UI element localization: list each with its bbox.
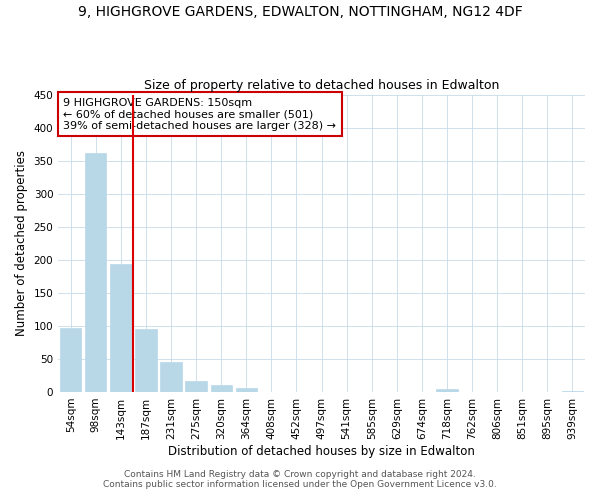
Bar (160, 362, 182, 392)
Bar (185, 382, 207, 392)
Text: 9 HIGHGROVE GARDENS: 150sqm
← 60% of detached houses are smaller (501)
39% of se: 9 HIGHGROVE GARDENS: 150sqm ← 60% of det… (64, 98, 337, 130)
Bar (236, 388, 257, 392)
Bar (60, 328, 82, 392)
Bar (562, 390, 583, 392)
X-axis label: Distribution of detached houses by size in Edwalton: Distribution of detached houses by size … (168, 444, 475, 458)
Bar (110, 264, 131, 392)
Bar (136, 329, 157, 392)
Y-axis label: Number of detached properties: Number of detached properties (15, 150, 28, 336)
Text: 9, HIGHGROVE GARDENS, EDWALTON, NOTTINGHAM, NG12 4DF: 9, HIGHGROVE GARDENS, EDWALTON, NOTTINGH… (77, 5, 523, 19)
Bar (85, 152, 106, 392)
Bar (211, 386, 232, 392)
Bar (436, 388, 458, 392)
Text: Contains HM Land Registry data © Crown copyright and database right 2024.
Contai: Contains HM Land Registry data © Crown c… (103, 470, 497, 489)
Title: Size of property relative to detached houses in Edwalton: Size of property relative to detached ho… (144, 79, 499, 92)
